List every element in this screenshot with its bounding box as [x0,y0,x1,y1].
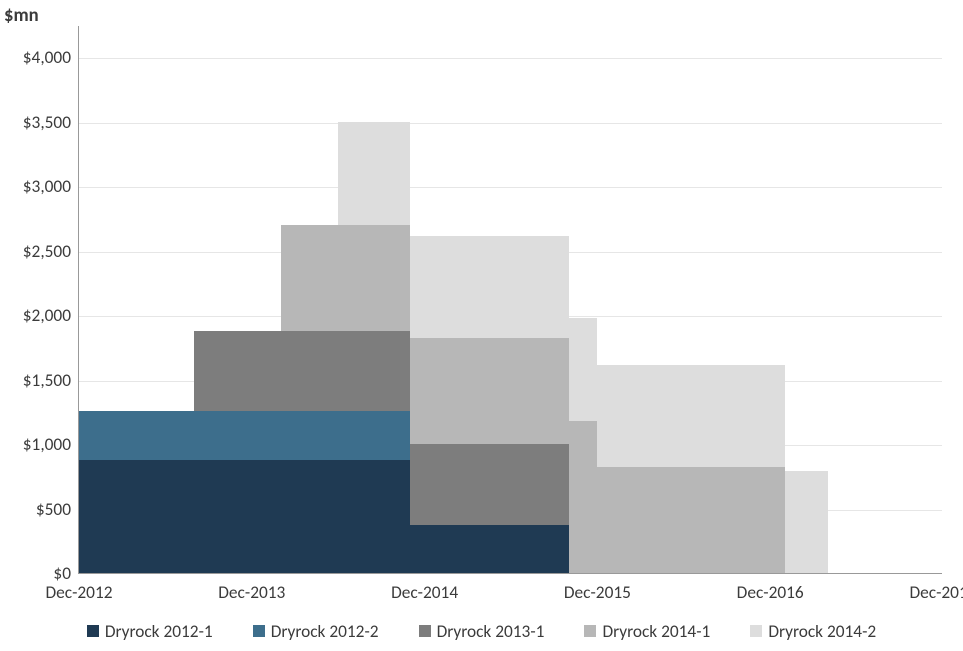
y-tick-label: $2,000 [23,304,79,326]
y-tick-label: $3,500 [23,111,79,133]
series-block [597,467,784,573]
legend-item: Dryrock 2014-1 [584,620,710,642]
y-tick-label: $500 [36,498,79,520]
x-tick-label: Dec-2017 [909,573,963,603]
legend-swatch [253,625,265,637]
legend-swatch [419,625,431,637]
series-block [79,460,410,573]
y-tick-label: $4,000 [23,46,79,68]
series-block [569,421,598,573]
plot-area: $0$500$1,000$1,500$2,000$2,500$3,000$3,5… [78,26,942,574]
y-tick-label: $1,500 [23,369,79,391]
series-block [338,122,410,225]
series-block [410,525,568,573]
x-tick-label: Dec-2015 [564,573,631,603]
y-tick-label: $1,000 [23,433,79,455]
y-tick-label: $3,000 [23,175,79,197]
x-tick-label: Dec-2016 [737,573,804,603]
y-gridline [79,58,942,59]
series-block [410,338,568,444]
series-block [410,236,568,338]
legend: Dryrock 2012-1 Dryrock 2012-2 Dryrock 2013… [0,620,963,642]
series-block [597,365,784,467]
legend-item: Dryrock 2012-2 [253,620,379,642]
chart-container: $mn $0$500$1,000$1,500$2,000$2,500$3,000… [0,0,963,651]
legend-item: Dryrock 2014-2 [750,620,876,642]
x-tick-label: Dec-2012 [45,573,112,603]
legend-label: Dryrock 2014-2 [768,620,876,642]
legend-item: Dryrock 2013-1 [419,620,545,642]
x-tick-label: Dec-2013 [218,573,285,603]
series-block [410,444,568,525]
legend-label: Dryrock 2012-1 [105,620,213,642]
series-block [194,331,410,411]
x-tick-label: Dec-2014 [391,573,458,603]
legend-label: Dryrock 2013-1 [437,620,545,642]
y-gridline [79,123,942,124]
series-block [569,318,598,421]
y-gridline [79,187,942,188]
series-block [785,471,828,573]
legend-swatch [87,625,99,637]
y-tick-label: $2,500 [23,240,79,262]
legend-swatch [584,625,596,637]
legend-label: Dryrock 2014-1 [602,620,710,642]
series-block [281,225,411,331]
legend-label: Dryrock 2012-2 [271,620,379,642]
series-block [79,411,410,460]
legend-swatch [750,625,762,637]
y-axis-title: $mn [4,4,39,27]
legend-item: Dryrock 2012-1 [87,620,213,642]
